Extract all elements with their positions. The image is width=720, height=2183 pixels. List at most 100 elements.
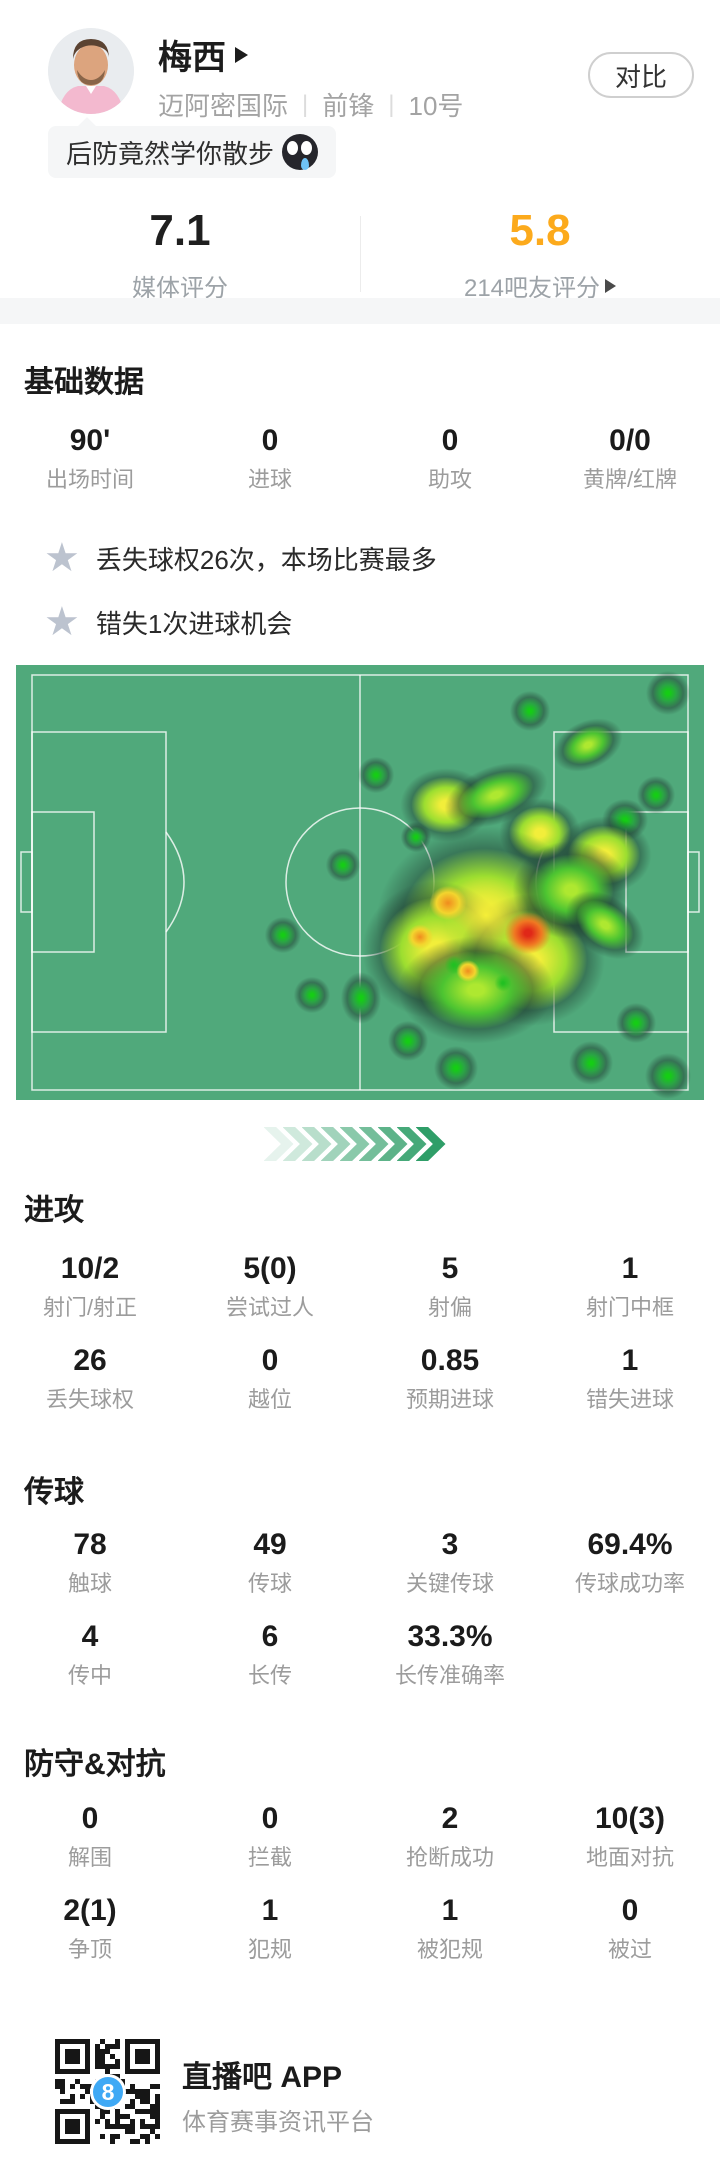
stat-label: 地面对抗 (585, 1845, 674, 1870)
compare-button[interactable]: 对比 (588, 52, 694, 98)
stat-cell (540, 1620, 720, 1688)
heatmap-blob (325, 847, 361, 883)
stat-value: 0 (261, 1802, 279, 1835)
heatmap-blob (293, 976, 331, 1014)
stat-label: 争顶 (67, 1937, 112, 1962)
player-name: 梅西 (158, 39, 226, 77)
stat-value: 5(0) (243, 1252, 297, 1285)
stat-label: 预期进球 (405, 1387, 494, 1412)
player-position: 前锋 (322, 91, 375, 121)
stat-value: 0 (261, 424, 279, 457)
stat-value: 2(1) (63, 1894, 117, 1927)
stat-value: 78 (73, 1528, 107, 1561)
crying-emoji-icon (282, 134, 319, 170)
player-avatar[interactable] (48, 28, 134, 114)
stat-cell: 0 进球 (180, 424, 360, 492)
heatmap-blob (357, 756, 395, 794)
fans-rating-label[interactable]: 214吧友评分 (360, 268, 720, 303)
stat-label: 射门/射正 (42, 1295, 138, 1320)
stat-value: 4 (81, 1620, 99, 1653)
stat-label: 关键传球 (405, 1571, 494, 1596)
stat-value: 10(3) (594, 1802, 666, 1835)
stat-value: 90' (69, 424, 111, 457)
avatar-photo (48, 28, 134, 114)
stat-value: 2 (441, 1802, 459, 1835)
stat-value: 6 (261, 1620, 279, 1653)
stat-value: 0 (261, 1344, 279, 1377)
highlight-text: 错失1次进球机会 (95, 608, 293, 639)
stat-label: 犯规 (247, 1937, 292, 1962)
stat-value: 33.3% (407, 1620, 493, 1653)
stat-label: 出场时间 (45, 467, 134, 492)
heatmap-blob (424, 881, 472, 925)
star-icon: ★ (44, 536, 80, 580)
stat-label: 传球成功率 (574, 1571, 685, 1596)
stat-value: 1 (261, 1894, 279, 1927)
passing-stats-grid: 78 触球 49 传球 3 关键传球 69.4% 传球成功率 4 传中 6 长传 33.3% 长传准确率 (0, 1528, 720, 1688)
stat-cell: 5 射偏 (360, 1252, 540, 1320)
heatmap-blob (491, 971, 515, 995)
stat-value: 0 (441, 424, 459, 457)
stat-value: 3 (441, 1528, 459, 1561)
basic-stats-grid: 90' 出场时间 0 进球 0 助攻 0/0 黄牌/红牌 (0, 424, 720, 492)
section-title-passing: 传球 (24, 1476, 84, 1509)
ratings-divider (360, 216, 361, 292)
heatmap-pitch (16, 665, 704, 1100)
stat-label: 被犯规 (416, 1937, 483, 1962)
player-meta: 迈阿密国际 | 前锋 | 10号 (158, 86, 463, 123)
stat-cell: 0.85 预期进球 (360, 1344, 540, 1412)
stat-cell: 1 犯规 (180, 1894, 360, 1962)
stat-cell: 0/0 黄牌/红牌 (540, 424, 720, 492)
section-separator-band (0, 298, 720, 324)
stat-label: 黄牌/红牌 (582, 467, 678, 492)
stat-label: 射偏 (427, 1295, 472, 1320)
section-title-attack: 进攻 (24, 1194, 84, 1227)
stat-cell: 49 传球 (180, 1528, 360, 1596)
stat-value: 1 (621, 1252, 639, 1285)
meta-divider: | (388, 90, 395, 118)
stat-label: 进球 (247, 467, 292, 492)
stat-cell: 69.4% 传球成功率 (540, 1528, 720, 1596)
highlight-item: ★ 丢失球权26次，本场比赛最多 (44, 538, 437, 578)
stat-label: 被过 (607, 1937, 652, 1962)
stat-value: 26 (73, 1344, 107, 1377)
stat-label: 尝试过人 (225, 1295, 314, 1320)
section-title-basic: 基础数据 (24, 366, 144, 399)
qr-code: 8 (52, 2036, 164, 2148)
stat-value: 0 (81, 1802, 99, 1835)
stat-value: 0.85 (420, 1344, 480, 1377)
media-rating: 7.1 媒体评分 (0, 208, 360, 303)
stat-cell: 78 触球 (0, 1528, 180, 1596)
stat-label: 错失进球 (585, 1387, 674, 1412)
heatmap-blob (433, 1045, 479, 1091)
highlight-item: ★ 错失1次进球机会 (44, 602, 292, 642)
media-rating-label: 媒体评分 (132, 275, 228, 302)
stat-label: 触球 (67, 1571, 112, 1596)
star-icon: ★ (44, 600, 80, 644)
stat-cell: 1 错失进球 (540, 1344, 720, 1412)
app-name: 直播吧 APP (182, 2061, 343, 2094)
fans-rating[interactable]: 5.8 214吧友评分 (360, 208, 720, 303)
heatmap-blob (264, 916, 302, 954)
app-tagline: 体育赛事资讯平台 (182, 2109, 374, 2136)
badge-text: 后防竟然学你散步 (66, 138, 275, 169)
stat-value: 49 (253, 1528, 287, 1561)
meta-divider: | (302, 90, 309, 118)
stat-cell: 1 射门中框 (540, 1252, 720, 1320)
stat-value: 0 (621, 1894, 639, 1927)
highlight-text: 丢失球权26次，本场比赛最多 (95, 544, 437, 575)
stat-cell: 1 被犯规 (360, 1894, 540, 1962)
stat-label: 长传 (247, 1663, 292, 1688)
heatmap-blob (644, 1052, 692, 1100)
stat-label: 丢失球权 (45, 1387, 134, 1412)
stat-cell: 90' 出场时间 (0, 424, 180, 492)
stat-cell: 0 拦截 (180, 1802, 360, 1870)
media-rating-value: 7.1 (149, 206, 211, 255)
player-name-row[interactable]: 梅西 (158, 30, 248, 79)
stat-cell: 0 越位 (180, 1344, 360, 1412)
stat-cell: 33.3% 长传准确率 (360, 1620, 540, 1688)
stat-cell: 4 传中 (0, 1620, 180, 1688)
stat-label: 射门中框 (585, 1295, 674, 1320)
chevron-separator (0, 1126, 720, 1162)
heatmap-blob (615, 1002, 657, 1044)
